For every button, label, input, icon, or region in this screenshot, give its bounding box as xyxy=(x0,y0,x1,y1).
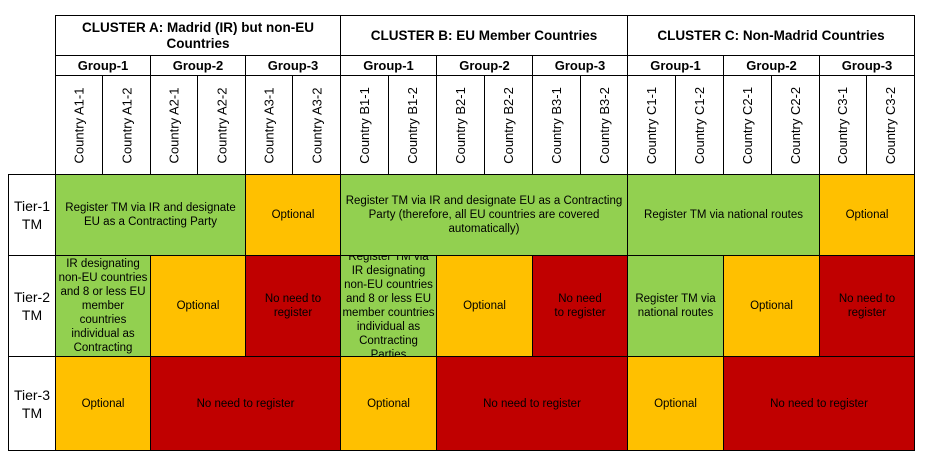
country-label: Country C1-1 xyxy=(644,86,659,164)
country-label: Country B2-2 xyxy=(501,86,516,164)
group-header: Group-1 xyxy=(340,55,437,76)
tier-3-label: Tier-3 TM xyxy=(8,356,56,451)
group-header: Group-2 xyxy=(723,55,820,76)
tier-1-label: Tier-1 TM xyxy=(8,174,56,256)
group-header: Group-1 xyxy=(55,55,151,76)
cluster-a-header: CLUSTER A: Madrid (IR) but non-EU Countr… xyxy=(55,15,341,56)
tier2-cluster-c-group2: Optional xyxy=(723,255,820,357)
tier2-cluster-a-group3: No need to register xyxy=(245,255,341,357)
country-label: Country C3-1 xyxy=(835,86,851,164)
country-header: Country A1-1 xyxy=(55,75,103,175)
group-header: Group-1 xyxy=(627,55,724,76)
country-header: Country C3-2 xyxy=(866,75,915,175)
country-label: Country B3-1 xyxy=(549,86,564,164)
country-label: Country A3-1 xyxy=(261,87,277,163)
country-header: Country C2-1 xyxy=(723,75,772,175)
country-header: Country A1-2 xyxy=(102,75,151,175)
country-header: Country A2-2 xyxy=(197,75,246,175)
country-header: Country B1-1 xyxy=(340,75,389,175)
tier1-cluster-c-group12: Register TM via national routes xyxy=(627,174,820,256)
group-header: Group-2 xyxy=(436,55,533,76)
tier1-cluster-b-all: Register TM via IR and designate EU as a… xyxy=(340,174,628,256)
country-header: Country B3-1 xyxy=(532,75,581,175)
tier3-cluster-b-group1: Optional xyxy=(340,356,437,451)
country-label: Country B1-2 xyxy=(405,86,420,164)
tier3-cluster-c-group1: Optional xyxy=(627,356,724,451)
tier1-cluster-c-group3: Optional xyxy=(819,174,915,256)
tier2-cluster-c-group3: No need to register xyxy=(819,255,915,357)
tier2-cluster-c-group1: Register TM via national routes xyxy=(627,255,724,357)
tier2-cluster-b-group2: Optional xyxy=(436,255,533,357)
country-header: Country A3-2 xyxy=(292,75,341,175)
group-header: Group-3 xyxy=(819,55,915,76)
tier2-cluster-b-group3: No need to register xyxy=(532,255,628,357)
cluster-c-header: CLUSTER C: Non-Madrid Countries xyxy=(627,15,915,56)
tier3-cluster-b-group23: No need to register xyxy=(436,356,628,451)
tier2-cluster-a-group1: Register TM via IR designating non-EU co… xyxy=(55,255,151,357)
country-header: Country B2-1 xyxy=(436,75,485,175)
tier3-cluster-c-group23: No need to register xyxy=(723,356,915,451)
country-label: Country C3-2 xyxy=(883,86,898,164)
country-header: Country B2-2 xyxy=(484,75,533,175)
country-label: Country B2-1 xyxy=(453,86,468,164)
country-label: Country B1-1 xyxy=(357,86,372,164)
country-label: Country B3-2 xyxy=(596,86,612,164)
country-header: Country B1-2 xyxy=(388,75,437,175)
tier2-cluster-a-group2: Optional xyxy=(150,255,246,357)
tier2-cluster-b-group1: Register TM via IR designating non-EU co… xyxy=(340,255,437,357)
group-header: Group-3 xyxy=(245,55,341,76)
country-label: Country A2-2 xyxy=(214,87,229,163)
country-label: Country C2-2 xyxy=(788,86,803,164)
group-header: Group-3 xyxy=(532,55,628,76)
group-header: Group-2 xyxy=(150,55,246,76)
country-header: Country C2-2 xyxy=(771,75,820,175)
cluster-b-header: CLUSTER B: EU Member Countries xyxy=(340,15,628,56)
country-label: Country C2-1 xyxy=(740,86,755,164)
country-label: Country A1-2 xyxy=(119,87,134,163)
tier3-cluster-a-group23: No need to register xyxy=(150,356,341,451)
country-header: Country A3-1 xyxy=(245,75,293,175)
tier3-cluster-a-group1: Optional xyxy=(55,356,151,451)
tier1-cluster-a-group12: Register TM via IR and designate EU as a… xyxy=(55,174,246,256)
country-label: Country A3-2 xyxy=(309,87,324,163)
tier-2-label: Tier-2 TM xyxy=(8,255,56,357)
country-label: Country A2-1 xyxy=(166,87,182,163)
tier1-cluster-a-group3: Optional xyxy=(245,174,341,256)
country-label: Country C1-2 xyxy=(692,86,707,164)
country-header: Country C1-1 xyxy=(627,75,676,175)
country-header: Country C1-2 xyxy=(675,75,724,175)
country-header: Country B3-2 xyxy=(580,75,628,175)
country-label: Country A1-1 xyxy=(71,87,87,163)
country-header: Country C3-1 xyxy=(819,75,867,175)
country-header: Country A2-1 xyxy=(150,75,198,175)
